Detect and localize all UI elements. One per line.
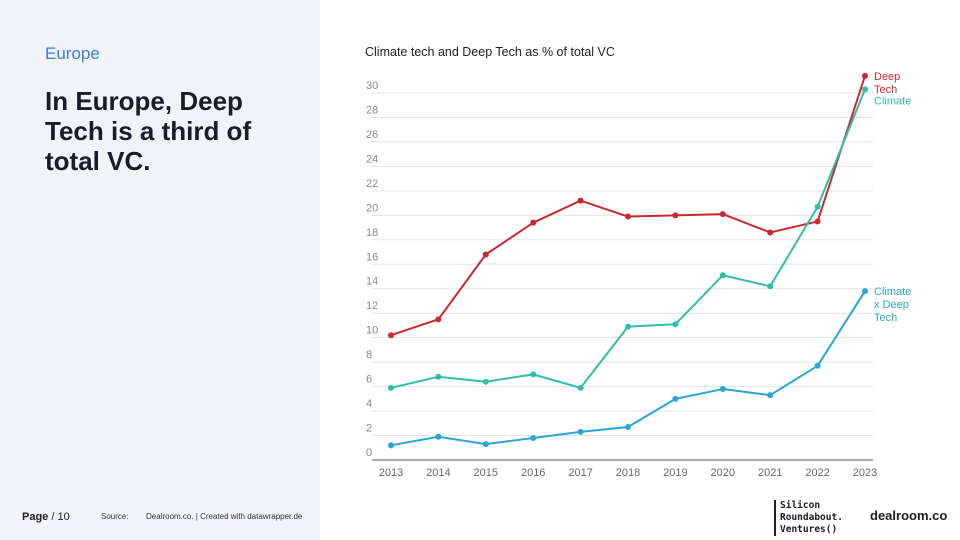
data-point: [388, 442, 394, 449]
data-point: [482, 378, 489, 385]
data-point: [719, 386, 726, 393]
data-point: [435, 316, 442, 323]
series-label: Climate: [874, 95, 911, 107]
series-label: Deep: [874, 71, 900, 83]
x-tick-label: 2014: [426, 467, 450, 479]
data-point: [388, 384, 394, 391]
series-line: [390, 290, 866, 447]
x-tick-label: 2013: [379, 467, 403, 479]
section-label: Europe: [45, 44, 100, 63]
data-point: [625, 213, 631, 220]
data-point: [719, 272, 726, 279]
logo-line: Silicon: [780, 500, 821, 511]
data-point: [814, 218, 821, 225]
left-panel: Europe In Europe, Deep Tech is a third o…: [0, 0, 320, 540]
page-number: Page / 10: [22, 511, 70, 523]
data-point: [672, 321, 679, 328]
data-point: [767, 283, 774, 290]
data-point: [577, 197, 584, 204]
data-point: [862, 288, 868, 295]
data-point: [862, 86, 868, 93]
x-tick-label: 2016: [521, 467, 545, 479]
data-point: [530, 219, 537, 226]
data-point: [530, 434, 537, 441]
y-tick-label: 28: [366, 104, 378, 116]
y-tick-label: 8: [366, 349, 372, 361]
x-tick-label: 2021: [758, 467, 782, 479]
silicon-roundabout-logo: Silicon Roundabout. Ventures(): [774, 500, 843, 536]
y-tick-label: 4: [366, 398, 372, 410]
data-point: [672, 395, 679, 402]
y-tick-label: 14: [366, 276, 378, 288]
chart-title: Climate tech and Deep Tech as % of total…: [365, 45, 615, 59]
series-label: Tech: [874, 84, 897, 96]
series-label: Tech: [874, 312, 897, 324]
x-tick-label: 2020: [711, 467, 735, 479]
x-tick-label: 2015: [474, 467, 498, 479]
data-point: [767, 392, 774, 399]
x-tick-label: 2022: [805, 467, 829, 479]
data-point: [862, 72, 868, 79]
data-point: [435, 373, 442, 380]
data-point: [482, 251, 489, 258]
y-tick-label: 10: [366, 325, 378, 337]
page-number-value: 10: [57, 511, 70, 523]
y-tick-label: 0: [366, 447, 372, 459]
y-tick-label: 12: [366, 300, 378, 312]
y-tick-label: 18: [366, 227, 378, 239]
series-label: Climate: [874, 286, 911, 298]
data-point: [625, 423, 631, 430]
data-point: [482, 441, 489, 448]
logo-line: Roundabout.: [780, 512, 843, 523]
series-label: x Deep: [874, 299, 909, 311]
data-point: [530, 371, 537, 378]
data-point: [719, 211, 726, 218]
y-tick-label: 6: [366, 374, 372, 386]
series-line: [390, 75, 866, 337]
logo-line: Ventures(): [780, 524, 838, 535]
y-tick-label: 20: [366, 202, 378, 214]
x-tick-label: 2018: [616, 467, 640, 479]
x-tick-label: 2017: [568, 467, 592, 479]
data-point: [388, 332, 394, 339]
y-tick-label: 16: [366, 251, 378, 263]
source-label: Source:: [101, 512, 129, 521]
y-tick-label: 22: [366, 178, 378, 190]
x-tick-label: 2023: [853, 467, 877, 479]
headline: In Europe, Deep Tech is a third of total…: [45, 86, 252, 176]
dealroom-logo: dealroom.co: [870, 508, 948, 523]
y-tick-label: 24: [366, 153, 378, 165]
data-point: [625, 323, 631, 330]
data-point: [767, 229, 774, 236]
data-point: [577, 384, 584, 391]
data-point: [672, 212, 679, 219]
page-label: Page: [22, 511, 49, 523]
data-point: [814, 362, 821, 369]
x-tick-label: 2019: [663, 467, 687, 479]
y-tick-label: 30: [366, 80, 378, 92]
y-tick-label: 2: [366, 423, 372, 435]
source-text: Dealroom.co. | Created with datawrapper.…: [146, 512, 303, 521]
data-point: [814, 203, 821, 210]
data-point: [435, 433, 442, 440]
series-line: [390, 88, 866, 389]
data-point: [577, 428, 584, 435]
y-tick-label: 26: [366, 129, 378, 141]
